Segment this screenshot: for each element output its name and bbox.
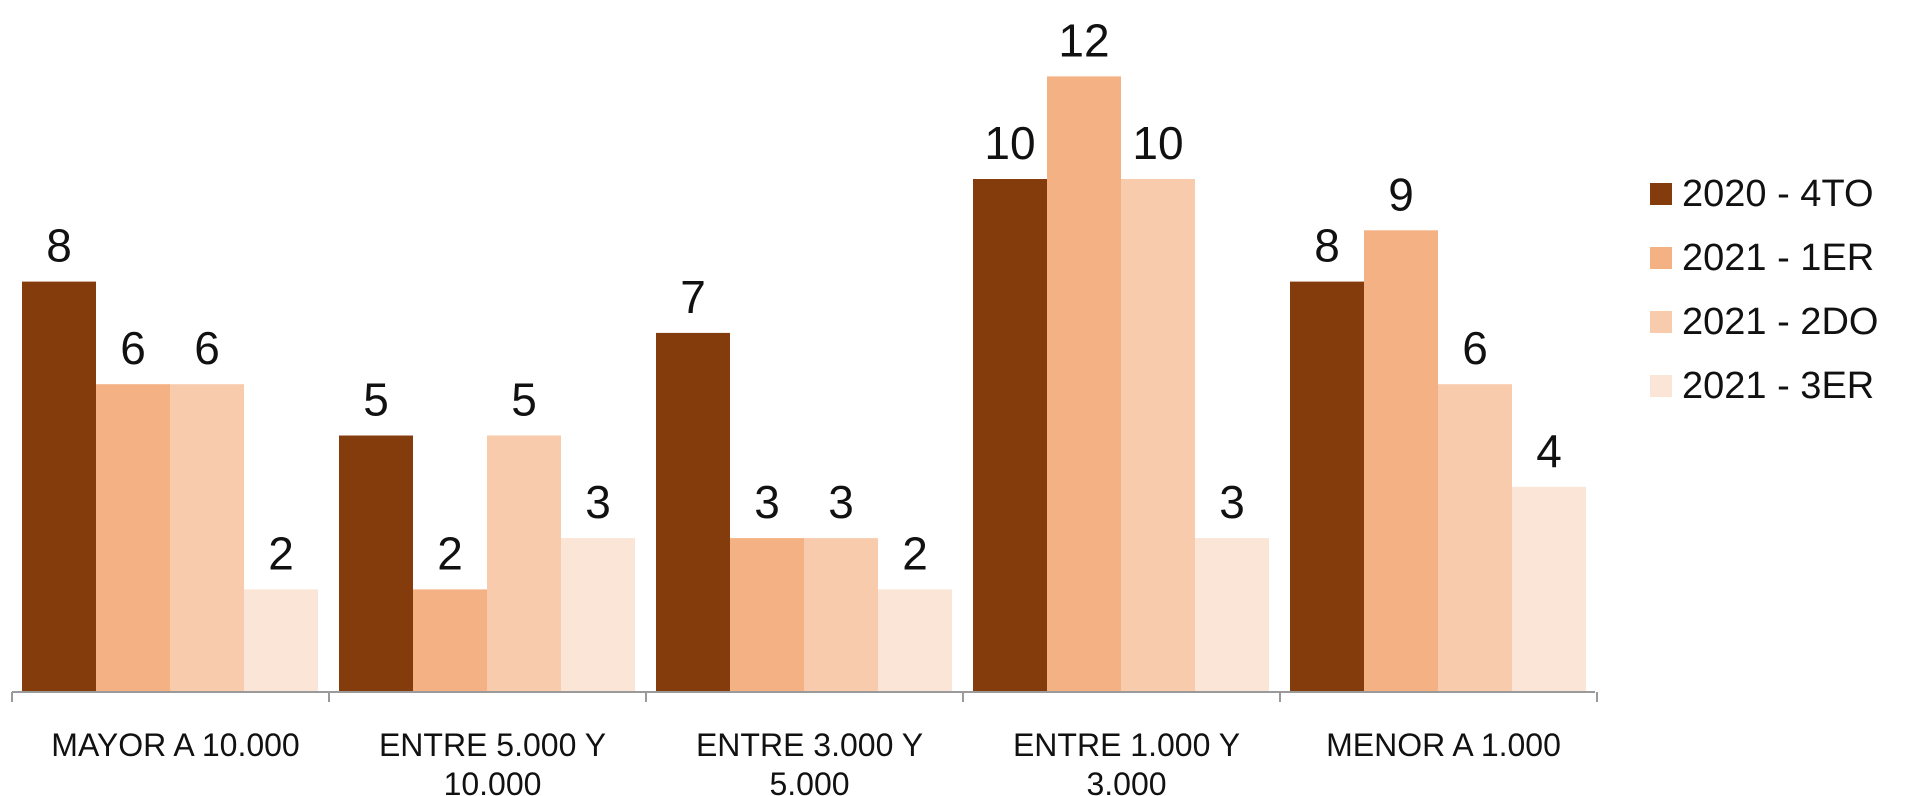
bar bbox=[1195, 538, 1269, 692]
data-label: 3 bbox=[828, 476, 854, 528]
legend-swatch bbox=[1650, 247, 1672, 269]
legend-label: 2021 - 1ER bbox=[1682, 236, 1875, 279]
data-label: 3 bbox=[585, 476, 611, 528]
bar bbox=[1047, 76, 1121, 692]
bar bbox=[487, 435, 561, 692]
legend-label: 2021 - 2DO bbox=[1682, 300, 1879, 343]
bar bbox=[170, 384, 244, 692]
bar bbox=[1438, 384, 1512, 692]
data-label: 5 bbox=[511, 374, 537, 426]
category-label: ENTRE 5.000 Y 10.000 bbox=[379, 727, 606, 796]
data-label: 6 bbox=[120, 322, 146, 374]
bar bbox=[804, 538, 878, 692]
data-label: 4 bbox=[1536, 425, 1562, 477]
legend-swatch bbox=[1650, 375, 1672, 397]
data-label: 3 bbox=[754, 476, 780, 528]
data-label: 2 bbox=[902, 527, 928, 579]
legend-label: 2021 - 3ER bbox=[1682, 364, 1875, 407]
x-axis bbox=[11, 691, 1598, 702]
data-label: 6 bbox=[194, 322, 220, 374]
bar bbox=[1121, 179, 1195, 692]
data-label: 3 bbox=[1219, 476, 1245, 528]
data-label: 8 bbox=[1314, 220, 1340, 272]
legend-label: 2020 - 4TO bbox=[1682, 172, 1874, 215]
bar bbox=[22, 281, 96, 692]
data-label: 12 bbox=[1058, 14, 1109, 66]
category-label: ENTRE 3.000 Y 5.000 bbox=[696, 727, 923, 796]
legend-item: 2021 - 3ER bbox=[1650, 354, 1878, 418]
bar bbox=[1290, 281, 1364, 692]
bar bbox=[973, 179, 1047, 692]
bar bbox=[244, 589, 318, 692]
bar bbox=[730, 538, 804, 692]
bar bbox=[339, 435, 413, 692]
data-label: 2 bbox=[268, 527, 294, 579]
data-label: 2 bbox=[437, 527, 463, 579]
bars-group bbox=[22, 76, 1586, 693]
category-labels-group: MAYOR A 10.000 ENTRE 5.000 Y 10.000 ENTRE 3… bbox=[51, 727, 1561, 796]
bar bbox=[1364, 230, 1438, 693]
legend-swatch bbox=[1650, 311, 1672, 333]
legend: 2020 - 4TO 2021 - 1ER 2021 - 2DO 2021 - 3ER bbox=[1650, 162, 1878, 418]
legend-swatch bbox=[1650, 183, 1672, 205]
bar bbox=[656, 332, 730, 692]
category-label: MENOR A 1.000 bbox=[1326, 727, 1561, 763]
legend-item: 2021 - 1ER bbox=[1650, 226, 1878, 290]
data-label: 7 bbox=[680, 271, 706, 323]
category-label: ENTRE 1.000 Y 3.000 bbox=[1013, 727, 1240, 796]
data-label: 10 bbox=[984, 117, 1035, 169]
legend-item: 2021 - 2DO bbox=[1650, 290, 1878, 354]
data-label: 5 bbox=[363, 374, 389, 426]
bar bbox=[96, 384, 170, 692]
bar bbox=[878, 589, 952, 692]
bar bbox=[413, 589, 487, 692]
category-label: MAYOR A 10.000 bbox=[51, 727, 299, 763]
data-label: 8 bbox=[46, 220, 72, 272]
bar bbox=[561, 538, 635, 692]
data-label: 9 bbox=[1388, 168, 1414, 220]
data-label: 6 bbox=[1462, 322, 1488, 374]
legend-item: 2020 - 4TO bbox=[1650, 162, 1878, 226]
data-label: 10 bbox=[1132, 117, 1183, 169]
bar bbox=[1512, 486, 1586, 692]
